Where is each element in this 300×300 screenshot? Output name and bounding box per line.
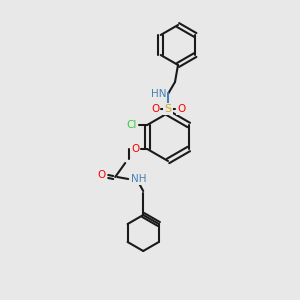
Text: O: O xyxy=(151,104,159,114)
Text: Cl: Cl xyxy=(126,120,136,130)
Text: NH: NH xyxy=(131,174,147,184)
Text: O: O xyxy=(177,104,185,114)
Text: O: O xyxy=(131,144,139,154)
Text: S: S xyxy=(164,104,172,114)
Text: O: O xyxy=(97,170,105,180)
Text: HN: HN xyxy=(151,89,166,99)
